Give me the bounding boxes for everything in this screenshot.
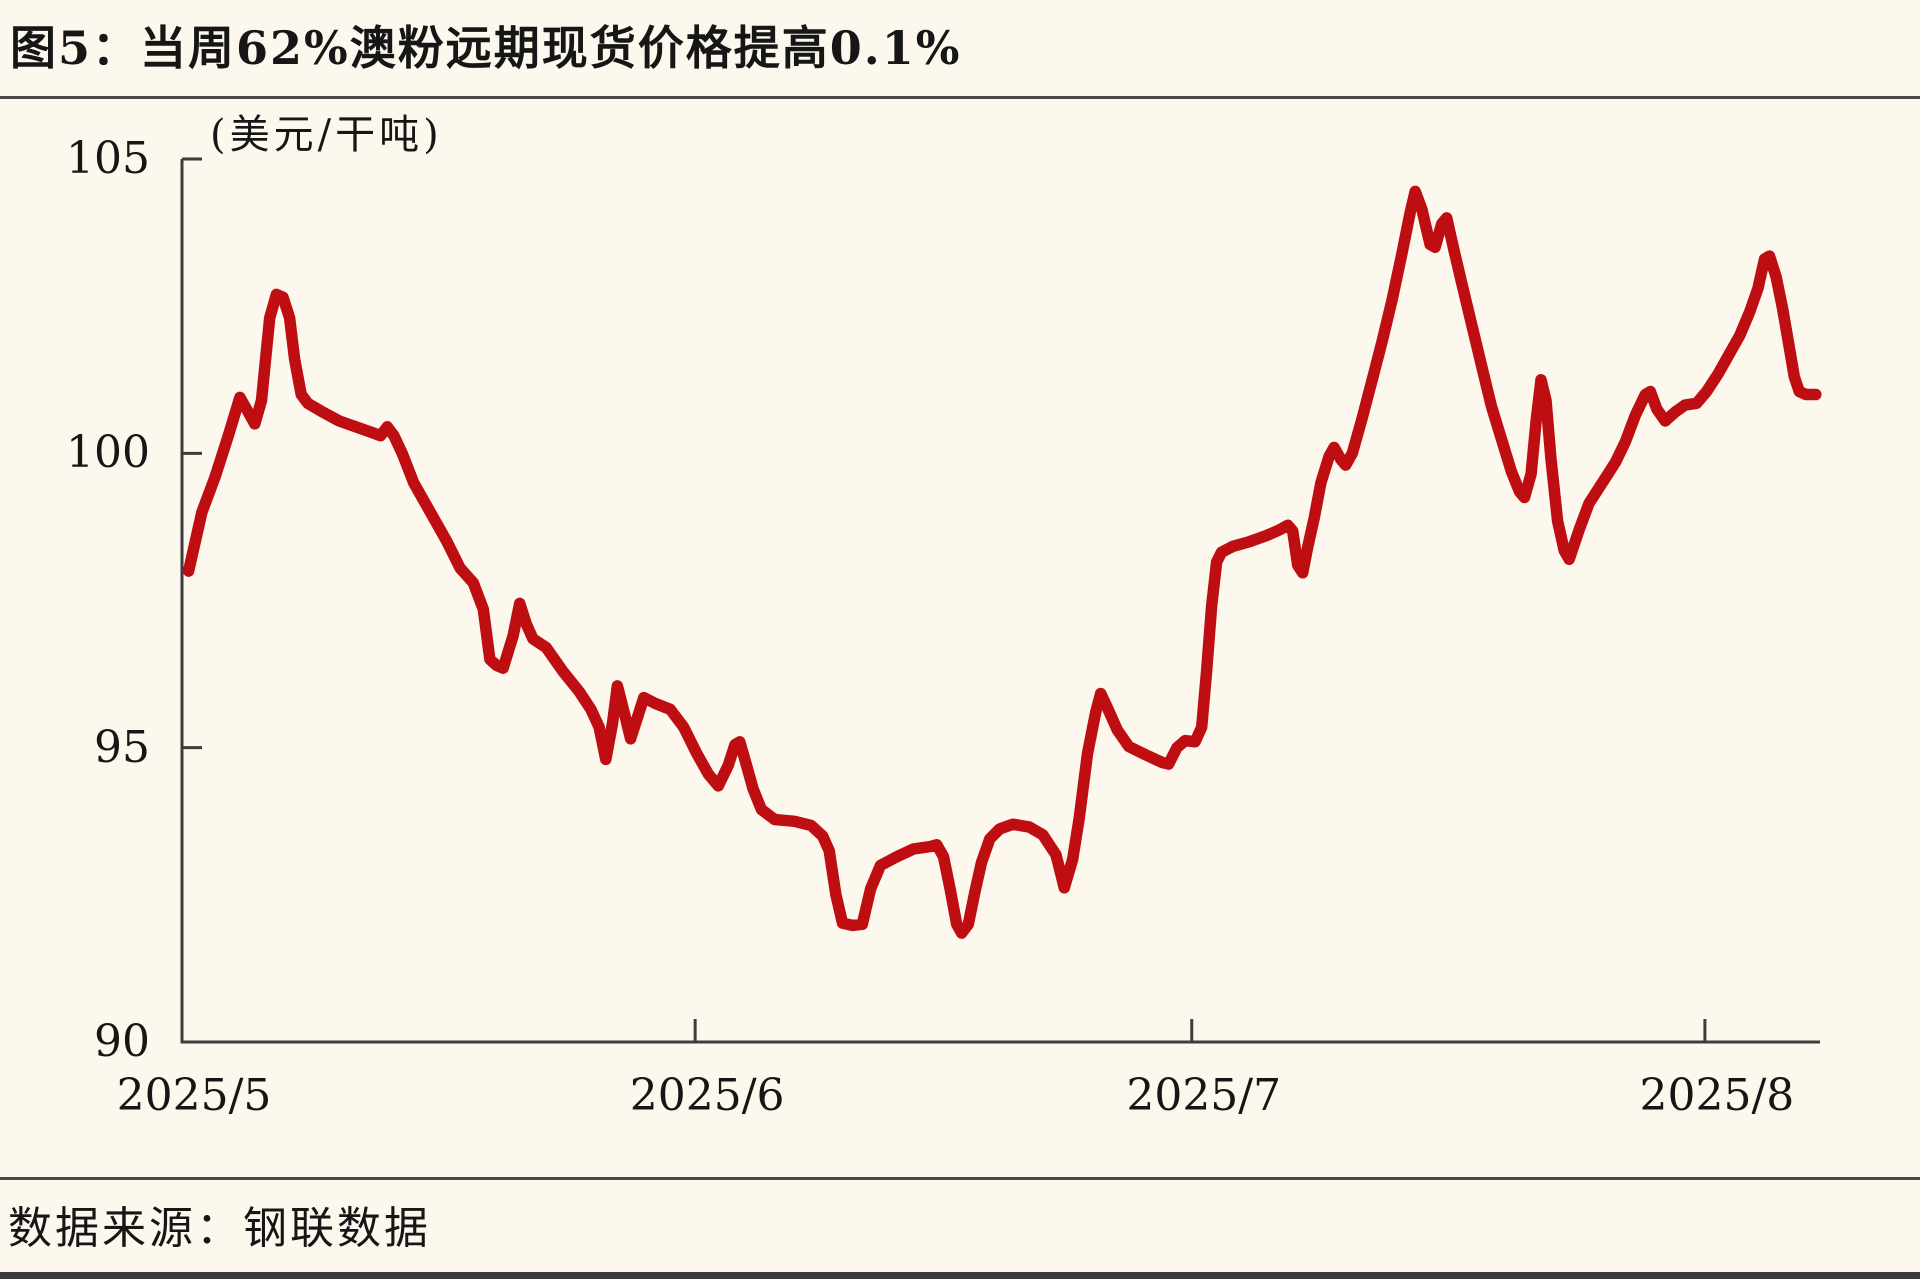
source-separator xyxy=(0,1177,1920,1180)
y-tick-label: 90 xyxy=(94,1016,150,1067)
y-tick-label: 105 xyxy=(66,133,150,184)
x-tick-label: 2025/8 xyxy=(1639,1070,1795,1121)
x-tick-label: 2025/7 xyxy=(1126,1070,1282,1121)
data-source: 数据来源：钢联数据 xyxy=(8,1203,431,1254)
y-tick-label: 100 xyxy=(66,427,150,479)
y-axis-unit-label: (美元/干吨) xyxy=(210,112,443,158)
x-tick-label: 2025/5 xyxy=(116,1070,272,1121)
x-tick-label: 2025/6 xyxy=(629,1070,785,1121)
axis-lines xyxy=(180,157,1820,1044)
price-line-chart: (美元/干吨) 90 95 100 105 2025/5 2025/6 2025/7 2025… xyxy=(0,99,1920,1177)
chart-title: 图5：当周62%澳粉远期现货价格提高0.1% xyxy=(10,21,962,75)
title-separator xyxy=(0,96,1920,99)
bottom-edge xyxy=(0,1272,1920,1279)
price-line-series xyxy=(182,185,1822,939)
y-tick-label: 95 xyxy=(94,721,150,773)
